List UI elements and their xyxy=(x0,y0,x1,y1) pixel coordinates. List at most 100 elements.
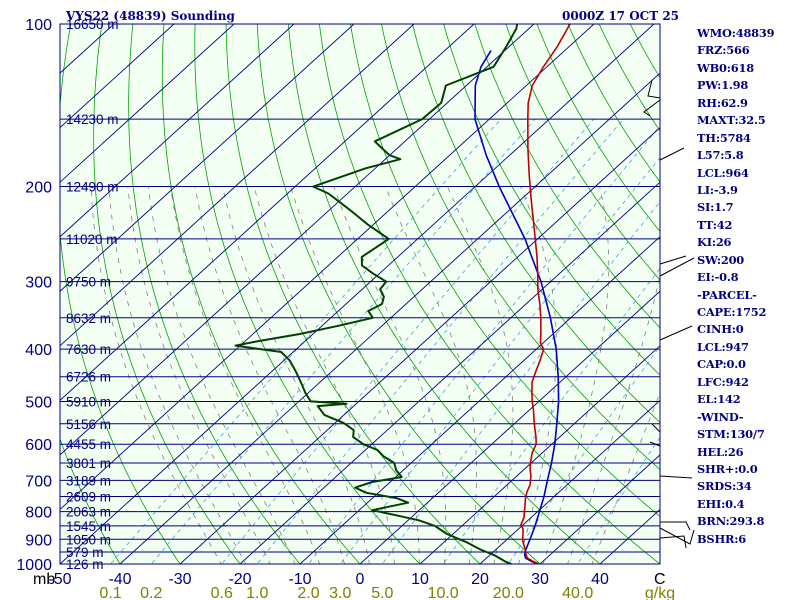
index-si: SI:1.7 xyxy=(697,200,734,215)
pressure-tick-label: 900 xyxy=(25,532,52,549)
isotherm xyxy=(479,399,660,564)
temperature-line xyxy=(520,24,571,564)
plot-frame xyxy=(59,23,661,565)
index-tt: TT:42 xyxy=(697,217,733,232)
dry-adiabat xyxy=(256,24,541,564)
isotherm xyxy=(60,24,415,347)
isotherm xyxy=(539,454,660,564)
temperature-tick-labels: -50 -40 -30 -20 -10 0 10 20 30 40 xyxy=(48,571,609,588)
height-label: 16650 m xyxy=(66,17,119,32)
dry-adiabat xyxy=(381,24,660,471)
dry-adiabat xyxy=(474,24,660,329)
moist-adiabat xyxy=(147,186,296,564)
index-wb0: WB0:618 xyxy=(697,60,754,75)
index-cape: CAPE:1752 xyxy=(697,305,767,319)
index-rh: RH:62.9 xyxy=(697,95,748,110)
isotherms xyxy=(0,0,660,575)
moist-adiabat xyxy=(447,186,514,564)
temperature-tick-label: -40 xyxy=(108,571,131,588)
isotherm xyxy=(60,24,175,129)
moist-adiabat xyxy=(90,186,222,564)
temperature-tick-label: 30 xyxy=(531,571,549,588)
height-label: 12490 m xyxy=(66,180,119,195)
index-cap: CAP:0.0 xyxy=(697,357,746,372)
valid-time: 0000Z 17 OCT 25 xyxy=(562,9,680,23)
mixing-ratio-labels: 0.1 0.2 0.6 1.0 2.0 3.0 5.0 10.0 20.0 40.0 g/kg xyxy=(99,585,675,600)
index-ehi: EHI:0.4 xyxy=(697,496,745,511)
dry-adiabat xyxy=(287,24,601,564)
index-ei: EI:-0.8 xyxy=(697,270,739,285)
height-label: 1545 m xyxy=(66,519,111,534)
moist-adiabat xyxy=(591,391,660,564)
index-wmo: WMO:48839 xyxy=(697,26,775,40)
index-th: TH:5784 xyxy=(697,130,751,145)
pressure-tick-label: 500 xyxy=(25,394,52,411)
pressure-tick-label: 1000 xyxy=(16,557,52,574)
moist-adiabat xyxy=(385,186,477,564)
mixing-ratio-label: 0.2 xyxy=(140,585,162,600)
height-label: 6726 m xyxy=(66,370,111,385)
height-label: 5910 m xyxy=(66,394,111,409)
pressure-tick-label: 600 xyxy=(25,437,52,454)
section-wind: -WIND- xyxy=(697,409,744,424)
index-hel: HEL:26 xyxy=(697,444,744,459)
mixing-ratio-label: 2.0 xyxy=(297,585,319,600)
wind-barb xyxy=(659,527,695,545)
pressure-tick-label: 200 xyxy=(25,180,52,197)
y-axis-label: mb xyxy=(33,571,55,588)
wind-barb xyxy=(649,441,661,447)
mixing-ratio-label: 10.0 xyxy=(428,585,459,600)
wind-barb xyxy=(659,147,685,161)
temperature-tick-label: -30 xyxy=(168,571,191,588)
isotherm xyxy=(179,127,660,564)
index-frz: FRZ:566 xyxy=(697,43,750,58)
mixing-ratio-label: 3.0 xyxy=(329,585,351,600)
moist-adiabat xyxy=(108,186,247,564)
isotherm xyxy=(60,24,235,183)
indices-panel: WMO:48839 FRZ:566 WB0:618 PW:1.98 RH:62.… xyxy=(697,25,775,548)
moist-adiabat xyxy=(333,186,447,564)
height-label: 3189 m xyxy=(66,473,111,488)
moist-adiabat xyxy=(518,186,557,564)
wind-barb xyxy=(647,79,661,99)
isotherm xyxy=(119,72,660,564)
index-l57: L57:5.8 xyxy=(697,148,744,163)
height-label: 579 m xyxy=(66,545,104,560)
mixing-ratio-label: 5.0 xyxy=(371,585,393,600)
height-label: 11020 m xyxy=(66,232,118,247)
index-pw: PW:1.98 xyxy=(697,78,749,93)
height-labels: 16650 m 14230 m 12490 m 11020 m 9750 m 8632 m… xyxy=(66,17,119,572)
pressure-tick-label: 100 xyxy=(25,17,52,34)
index-lcl: LCL:964 xyxy=(697,165,749,180)
index-li: LI:-3.9 xyxy=(697,182,738,197)
section-parcel: -PARCEL- xyxy=(697,287,757,302)
moist-adiabat xyxy=(567,273,660,564)
height-label: 7630 m xyxy=(66,342,111,357)
height-label: 8632 m xyxy=(66,311,111,326)
height-label: 2063 m xyxy=(66,505,111,520)
isotherm xyxy=(0,0,21,575)
temperature-tick-label: -20 xyxy=(228,571,251,588)
moist-adiabat xyxy=(194,186,345,564)
plot-background xyxy=(60,24,660,564)
index-ki: KI:26 xyxy=(697,235,732,250)
dry-adiabat xyxy=(443,24,660,376)
index-brn: BRN:293.8 xyxy=(697,514,765,529)
wind-barb xyxy=(659,475,693,479)
isobars xyxy=(60,23,660,565)
height-label: 14230 m xyxy=(66,112,119,127)
station-title: VYS22 (48839) Sounding xyxy=(66,9,235,23)
index-bshr: BSHR:6 xyxy=(697,531,747,546)
height-label: 4455 m xyxy=(66,437,111,452)
isotherm xyxy=(239,181,660,564)
pressure-tick-label: 400 xyxy=(25,342,52,359)
wind-barb xyxy=(659,325,693,341)
mixing-ratio-label: 1.0 xyxy=(246,585,268,600)
height-label: 1050 m xyxy=(66,532,111,547)
moist-adiabat xyxy=(170,186,321,564)
isotherm xyxy=(359,290,660,564)
temperature-tick-label: -10 xyxy=(288,571,311,588)
mixing-ratio-label: 0.1 xyxy=(99,585,121,600)
dry-adiabat xyxy=(60,438,121,564)
